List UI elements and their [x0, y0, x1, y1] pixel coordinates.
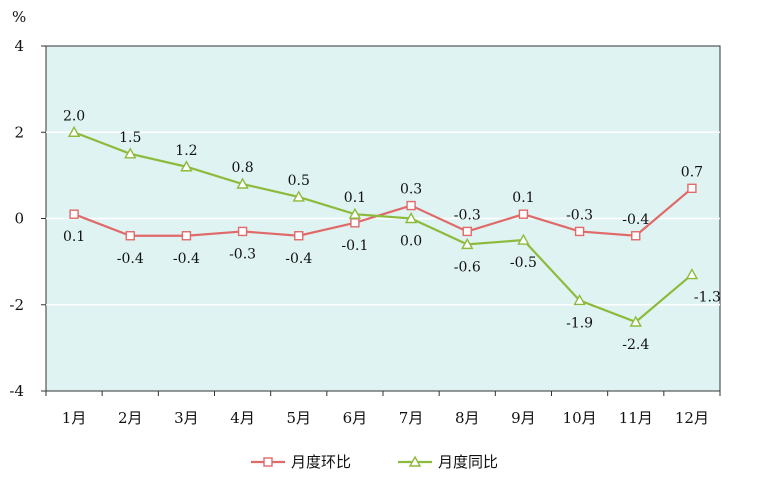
data-point-yoy [67, 125, 81, 137]
data-point-mom [518, 209, 529, 219]
data-label-mom: -0.3 [229, 246, 256, 262]
data-point-yoy [124, 147, 137, 159]
y-tick-label: 4 [14, 37, 24, 55]
legend-marker [408, 455, 422, 467]
data-point-yoy [685, 268, 699, 280]
data-point-mom [237, 226, 248, 237]
data-labels: 0.1 -0.4 -0.4 -0.3 -0.4 -0.1 0.3 -0.3 0.1 -0.3 -0.… [63, 108, 721, 353]
data-point-mom [574, 226, 585, 237]
data-point-mom [294, 231, 304, 241]
y-tick-label: 2 [14, 123, 24, 141]
x-tick-label: 5月 [286, 409, 311, 427]
data-point-mom [687, 183, 697, 194]
data-point-yoy [236, 177, 249, 189]
data-point-yoy [180, 160, 193, 172]
data-point-yoy [461, 237, 474, 250]
data-label-mom: -0.4 [622, 212, 649, 228]
data-label-yoy: 0.5 [288, 173, 310, 189]
series-line-yoy [73, 131, 693, 324]
data-label-mom: -0.4 [285, 251, 312, 267]
data-point-mom [462, 226, 472, 237]
x-tick-label: 9月 [511, 409, 536, 427]
legend-item-yoy: 月度同比 [398, 453, 498, 471]
data-label-yoy: 1.5 [119, 130, 141, 146]
x-tick-label: 6月 [343, 409, 368, 427]
data-label-mom: -0.1 [341, 238, 368, 254]
data-label-mom: -0.3 [566, 207, 593, 223]
data-point-mom [406, 200, 416, 211]
data-label-mom: 0.7 [681, 164, 703, 180]
data-point-yoy [573, 293, 586, 306]
y-axis-unit-label: % [12, 8, 26, 26]
legend-label: 月度环比 [291, 453, 351, 471]
x-tick-label: 1月 [62, 409, 87, 427]
data-point-mom [631, 231, 641, 241]
legend-marker [263, 457, 273, 467]
x-tick-label: 12月 [675, 409, 709, 427]
data-label-yoy: -1.9 [566, 315, 593, 331]
legend: 月度环比 月度同比 [251, 453, 498, 471]
data-label-yoy: 1.2 [175, 143, 197, 159]
y-tick-label: 0 [14, 210, 24, 228]
data-point-mom [350, 218, 360, 228]
data-label-yoy: -1.3 [694, 290, 721, 306]
data-label-yoy: -0.5 [510, 255, 537, 271]
data-point-yoy [348, 207, 362, 219]
data-label-mom: 0.1 [512, 190, 534, 206]
legend-item-mom: 月度环比 [251, 453, 351, 471]
y-tick-label: -2 [9, 296, 24, 314]
x-tick-label: 10月 [563, 409, 597, 427]
x-tick-label: 11月 [619, 409, 653, 427]
data-label-mom: -0.4 [117, 251, 144, 267]
data-point-yoy [629, 315, 642, 327]
x-tick-label: 3月 [174, 409, 199, 427]
data-label-mom: 0.3 [400, 182, 422, 198]
data-label-yoy: 2.0 [63, 108, 85, 124]
series-line-mom [73, 187, 693, 237]
series-layer [67, 125, 699, 327]
data-label-yoy: -0.6 [454, 259, 481, 275]
x-tick-label: 2月 [118, 409, 143, 427]
data-label-yoy: 0.8 [231, 160, 253, 176]
y-tick-label: -4 [9, 382, 24, 400]
data-point-yoy [404, 212, 418, 224]
data-label-mom: -0.3 [454, 207, 481, 223]
data-point-yoy [517, 233, 530, 245]
data-label-yoy: 0.0 [400, 234, 422, 250]
gridlines [46, 131, 720, 306]
x-tick-label: 4月 [230, 409, 255, 427]
data-label-yoy: 0.1 [344, 190, 366, 206]
data-label-yoy: -2.4 [622, 337, 649, 353]
data-point-mom [125, 231, 135, 241]
data-label-mom: -0.4 [173, 251, 200, 267]
data-point-mom [69, 209, 79, 219]
x-tick-label: 7月 [399, 409, 424, 427]
data-point-yoy [292, 190, 305, 202]
data-label-mom: 0.1 [63, 229, 85, 245]
x-tick-label: 8月 [455, 409, 480, 427]
data-point-mom [181, 231, 192, 241]
y-axis: 4 2 0 -2 -4 [9, 37, 46, 400]
x-axis: 1月 2月 3月 4月 5月 6月 7月 8月 9月 10月 11月 12月 [45, 391, 721, 427]
legend-label: 月度同比 [438, 453, 498, 471]
